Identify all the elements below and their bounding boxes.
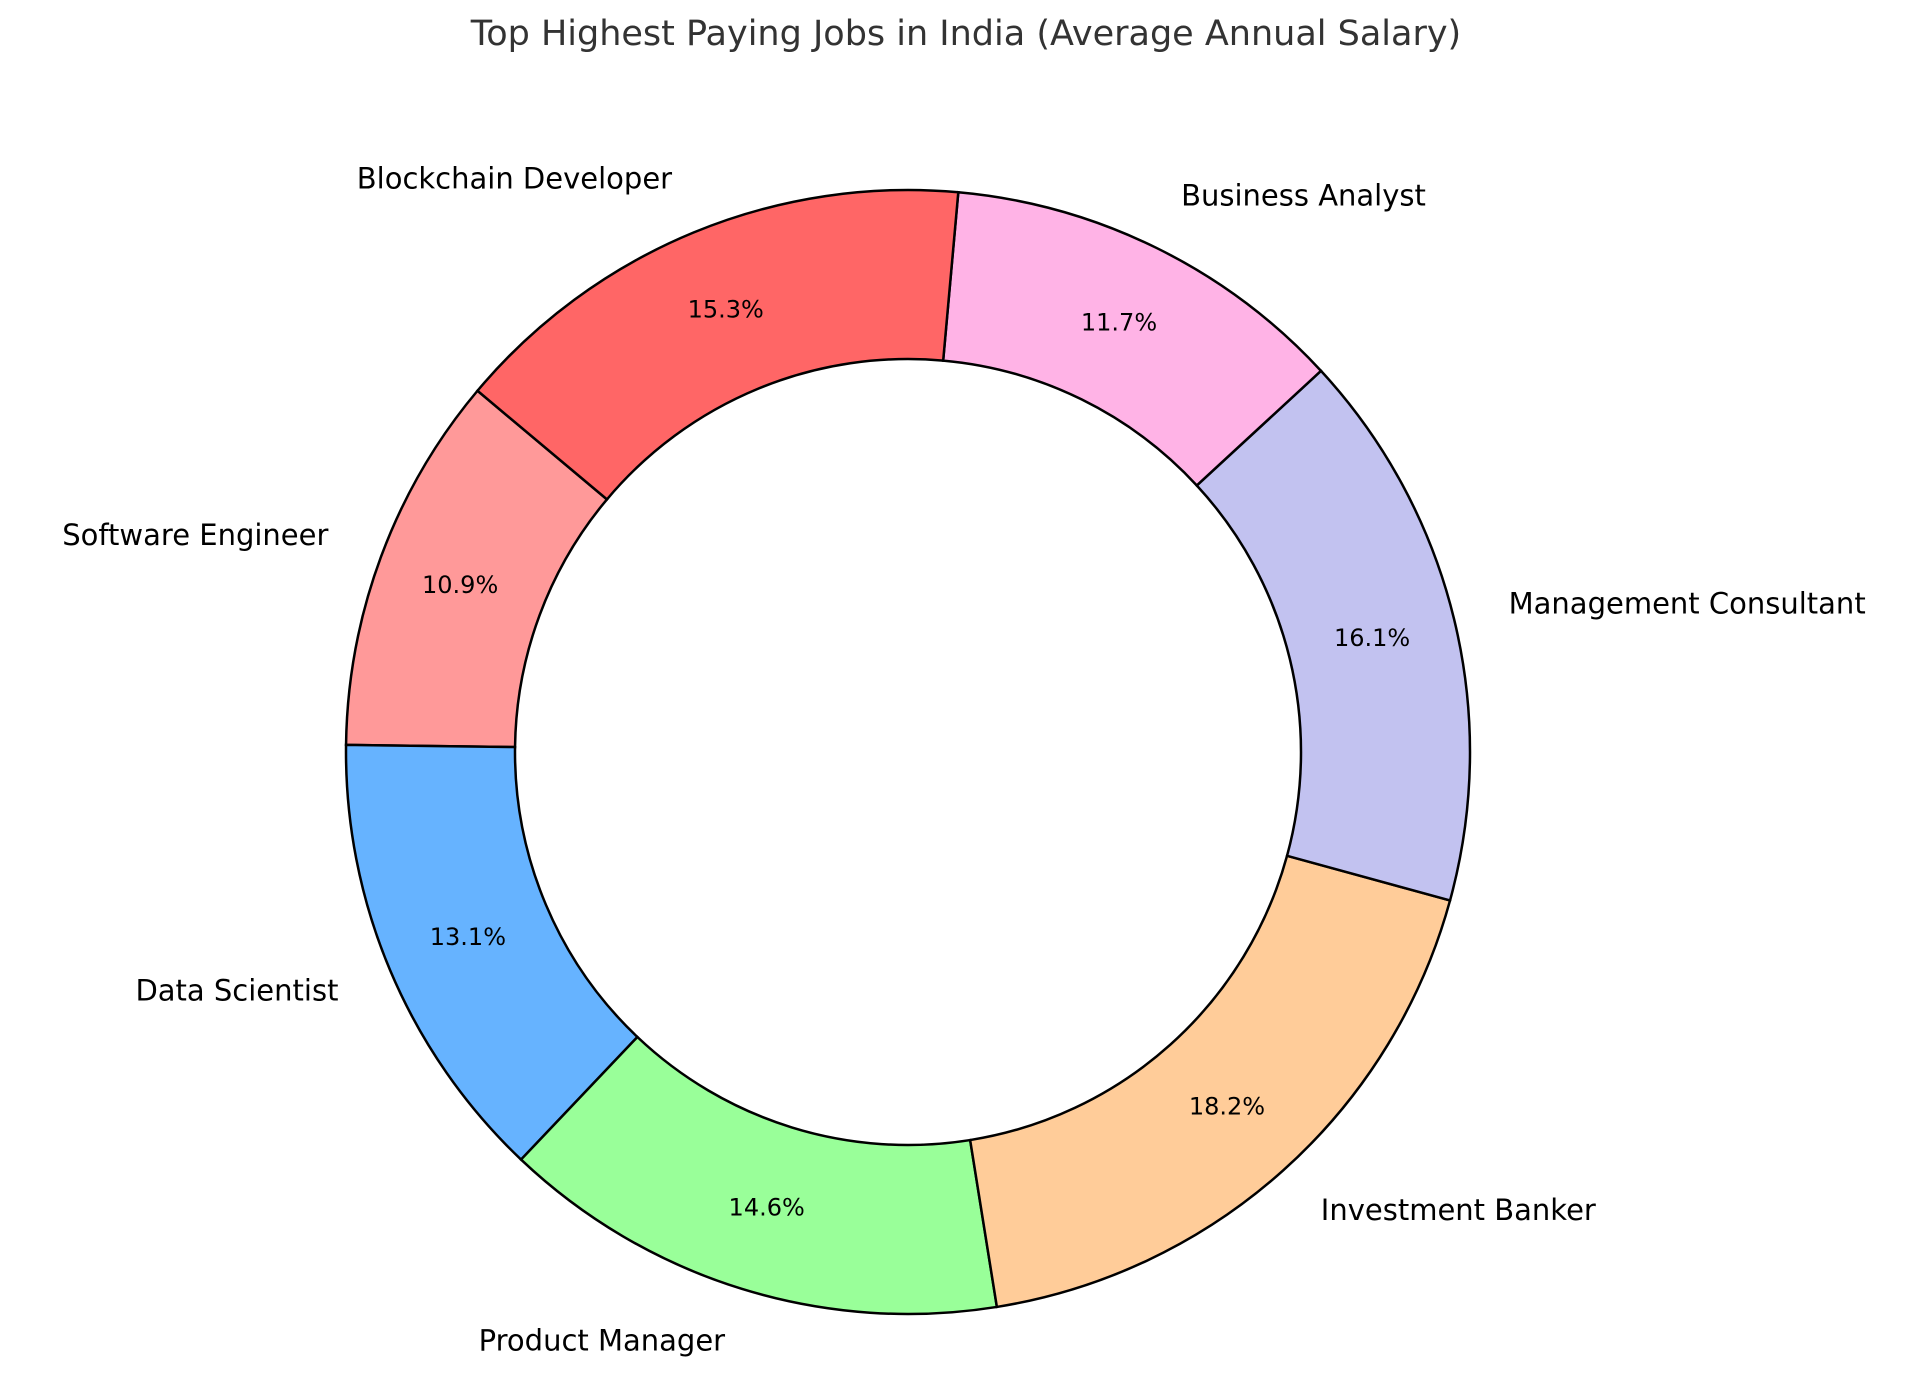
chart-title: Top Highest Paying Jobs in India (Averag… <box>470 14 1462 54</box>
pct-data-scientist: 13.1% <box>430 923 506 951</box>
pct-business-analyst: 11.7% <box>1081 308 1157 336</box>
label-business-analyst: Business Analyst <box>1181 178 1426 212</box>
label-product-manager: Product Manager <box>479 1324 726 1358</box>
pct-blockchain-developer: 15.3% <box>688 295 764 323</box>
pct-investment-banker: 18.2% <box>1189 1093 1265 1121</box>
label-software-engineer: Software Engineer <box>62 518 328 552</box>
label-data-scientist: Data Scientist <box>135 973 338 1007</box>
pct-product-manager: 14.6% <box>729 1193 805 1221</box>
slice-investment-banker <box>968 854 1452 1309</box>
pct-software-engineer: 10.9% <box>422 571 498 599</box>
label-blockchain-developer: Blockchain Developer <box>357 162 672 196</box>
label-management-consultant: Management Consultant <box>1509 587 1866 621</box>
slice-product-manager <box>519 1035 999 1316</box>
pct-management-consultant: 16.1% <box>1334 624 1410 652</box>
slice-blockchain-developer <box>475 188 960 502</box>
label-investment-banker: Investment Banker <box>1321 1193 1596 1227</box>
